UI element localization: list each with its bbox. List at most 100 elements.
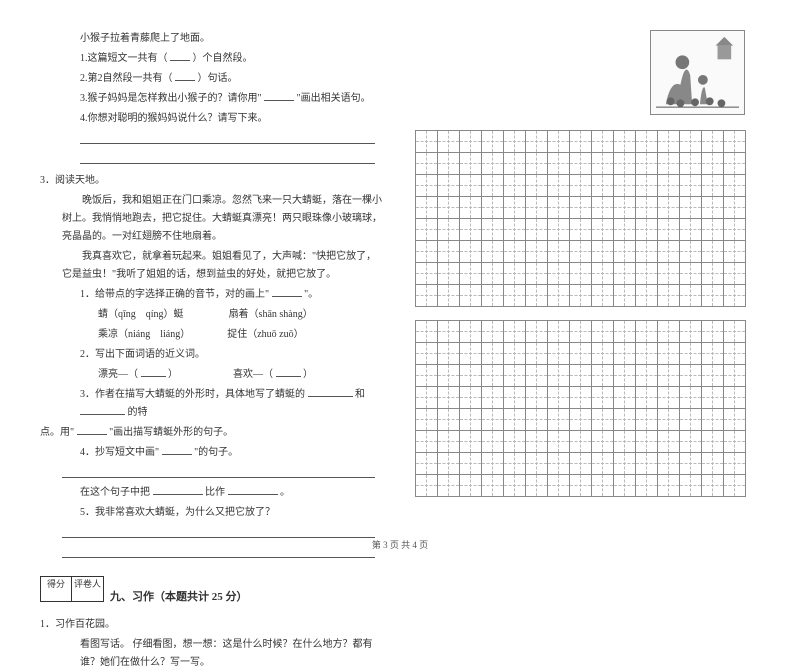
grid-cell[interactable]: [701, 408, 724, 431]
sub1-blank[interactable]: [272, 286, 302, 297]
grid-cell[interactable]: [723, 262, 746, 285]
grid-cell[interactable]: [437, 320, 460, 343]
grid-cell[interactable]: [503, 452, 526, 475]
grid-cell[interactable]: [657, 408, 680, 431]
grid-cell[interactable]: [723, 152, 746, 175]
grid-cell[interactable]: [657, 218, 680, 241]
q1-blank[interactable]: [170, 50, 190, 61]
grid-cell[interactable]: [525, 284, 548, 307]
grid-cell[interactable]: [701, 174, 724, 197]
grid-cell[interactable]: [591, 342, 614, 365]
grid-cell[interactable]: [547, 218, 570, 241]
grid-cell[interactable]: [613, 320, 636, 343]
grid-cell[interactable]: [459, 152, 482, 175]
grid-cell[interactable]: [503, 386, 526, 409]
grid-cell[interactable]: [525, 452, 548, 475]
grid-cell[interactable]: [701, 262, 724, 285]
grid-cell[interactable]: [415, 452, 438, 475]
grid-cell[interactable]: [635, 196, 658, 219]
grid-cell[interactable]: [635, 262, 658, 285]
grid-cell[interactable]: [635, 430, 658, 453]
grid-cell[interactable]: [503, 342, 526, 365]
grid-cell[interactable]: [657, 364, 680, 387]
grid-cell[interactable]: [569, 174, 592, 197]
grid-cell[interactable]: [415, 342, 438, 365]
q2-blank[interactable]: [175, 70, 195, 81]
grid-cell[interactable]: [525, 342, 548, 365]
grid-cell[interactable]: [459, 262, 482, 285]
grid-cell[interactable]: [635, 342, 658, 365]
grid-cell[interactable]: [679, 240, 702, 263]
grid-cell[interactable]: [569, 218, 592, 241]
grid-cell[interactable]: [415, 364, 438, 387]
grid-cell[interactable]: [437, 342, 460, 365]
grid-cell[interactable]: [481, 452, 504, 475]
grid-cell[interactable]: [701, 152, 724, 175]
grid-cell[interactable]: [613, 474, 636, 497]
sub3-blank3[interactable]: [77, 424, 107, 435]
grid-cell[interactable]: [701, 218, 724, 241]
grid-cell[interactable]: [723, 474, 746, 497]
grid-cell[interactable]: [503, 174, 526, 197]
word1-blank[interactable]: [141, 366, 166, 377]
grid-cell[interactable]: [459, 130, 482, 153]
grid-cell[interactable]: [657, 196, 680, 219]
grid-cell[interactable]: [591, 386, 614, 409]
grid-cell[interactable]: [503, 196, 526, 219]
grid-cell[interactable]: [723, 174, 746, 197]
grid-cell[interactable]: [635, 474, 658, 497]
grid-cell[interactable]: [657, 342, 680, 365]
grid-cell[interactable]: [481, 262, 504, 285]
grid-cell[interactable]: [701, 364, 724, 387]
grid-cell[interactable]: [547, 320, 570, 343]
grid-cell[interactable]: [613, 152, 636, 175]
sub4-blank[interactable]: [162, 444, 192, 455]
grid-cell[interactable]: [591, 152, 614, 175]
grid-cell[interactable]: [723, 430, 746, 453]
grid-cell[interactable]: [613, 284, 636, 307]
grid-cell[interactable]: [481, 240, 504, 263]
grid-cell[interactable]: [635, 218, 658, 241]
grid-cell[interactable]: [657, 130, 680, 153]
grid-cell[interactable]: [657, 262, 680, 285]
grid-cell[interactable]: [591, 218, 614, 241]
grid-cell[interactable]: [481, 474, 504, 497]
grid-cell[interactable]: [547, 474, 570, 497]
grid-cell[interactable]: [481, 364, 504, 387]
grid-cell[interactable]: [481, 386, 504, 409]
grid-cell[interactable]: [459, 452, 482, 475]
grid-cell[interactable]: [591, 174, 614, 197]
grid-cell[interactable]: [591, 430, 614, 453]
grid-cell[interactable]: [415, 408, 438, 431]
grid-cell[interactable]: [459, 430, 482, 453]
grid-cell[interactable]: [415, 174, 438, 197]
grid-cell[interactable]: [525, 240, 548, 263]
comp-blank2[interactable]: [228, 484, 278, 495]
sub3-blank1[interactable]: [308, 386, 353, 397]
grid-cell[interactable]: [547, 364, 570, 387]
grid-cell[interactable]: [437, 262, 460, 285]
grid-cell[interactable]: [679, 262, 702, 285]
grid-cell[interactable]: [591, 474, 614, 497]
grid-cell[interactable]: [437, 196, 460, 219]
grid-cell[interactable]: [657, 452, 680, 475]
grid-cell[interactable]: [459, 364, 482, 387]
grid-cell[interactable]: [569, 320, 592, 343]
comp-blank1[interactable]: [153, 484, 203, 495]
grid-cell[interactable]: [503, 152, 526, 175]
grid-cell[interactable]: [525, 196, 548, 219]
grid-cell[interactable]: [437, 240, 460, 263]
grid-cell[interactable]: [415, 386, 438, 409]
grid-cell[interactable]: [613, 130, 636, 153]
grid-cell[interactable]: [459, 386, 482, 409]
grid-cell[interactable]: [635, 408, 658, 431]
grid-cell[interactable]: [701, 452, 724, 475]
grid-cell[interactable]: [415, 130, 438, 153]
grid-cell[interactable]: [613, 342, 636, 365]
grid-cell[interactable]: [525, 152, 548, 175]
grid-cell[interactable]: [591, 408, 614, 431]
grid-cell[interactable]: [481, 320, 504, 343]
grid-cell[interactable]: [657, 152, 680, 175]
grid-cell[interactable]: [679, 320, 702, 343]
grid-cell[interactable]: [503, 218, 526, 241]
